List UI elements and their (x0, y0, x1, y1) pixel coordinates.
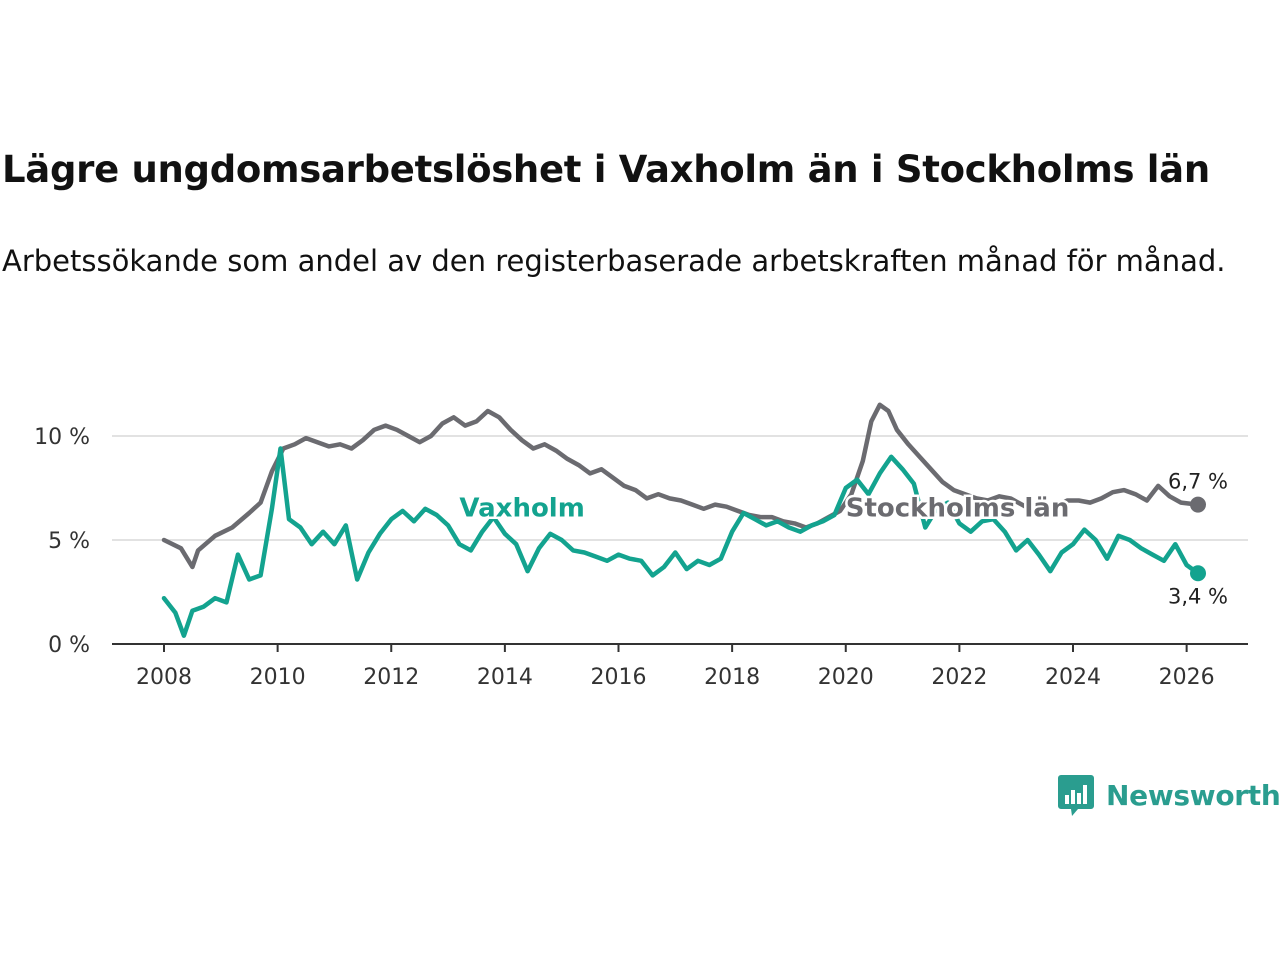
line-chart: 0 % 5 % 10 % 2008 2010 2012 2014 2016 2018 2020 20… (34, 402, 1248, 690)
x-tick-label: 2014 (477, 665, 533, 690)
x-tick-label: 2012 (363, 665, 419, 690)
x-tick-label: 2022 (931, 665, 987, 690)
chart-labels: 6,7 % 3,4 % Vaxholm Stockholms län (457, 470, 1228, 609)
x-tick-label: 2024 (1045, 665, 1101, 690)
newsworthy-logo-text: Newsworthy (1106, 778, 1280, 812)
end-marker-vaxholm (1190, 565, 1206, 582)
newsworthy-logo[interactable]: Newsworthy (1058, 773, 1280, 817)
x-tick-label: 2016 (591, 665, 647, 690)
x-tick-label: 2026 (1159, 665, 1215, 690)
chart-title: Lägre ungdomsarbetslöshet i Vaxholm än i… (2, 148, 1210, 191)
x-tick-label: 2018 (704, 665, 760, 690)
series-line-stockholms-l-n (161, 402, 1201, 570)
series-name-label: Vaxholm (459, 494, 584, 524)
axes: 0 % 5 % 10 % 2008 2010 2012 2014 2016 2018 2020 20… (34, 425, 1248, 690)
y-tick-label: 0 % (48, 633, 90, 658)
series-line-vaxholm (161, 446, 1201, 638)
y-tick-label: 10 % (34, 425, 90, 450)
x-tick-label: 2020 (818, 665, 874, 690)
end-value-label-vaxholm: 3,4 % (1168, 584, 1228, 608)
end-marker-stockholms-l-n (1190, 496, 1206, 513)
x-tick-label: 2010 (250, 665, 306, 690)
grid-lines (112, 435, 1248, 541)
chart-subtitle: Arbetssökande som andel av den registerb… (2, 244, 1226, 278)
y-tick-label: 5 % (48, 529, 90, 554)
series-name-label: Stockholms län (846, 494, 1070, 524)
x-tick-label: 2008 (136, 665, 192, 690)
newsworthy-logo-icon (1058, 775, 1094, 816)
end-value-label-stockholms-l-n: 6,7 % (1168, 470, 1228, 494)
series-lines (161, 402, 1206, 638)
